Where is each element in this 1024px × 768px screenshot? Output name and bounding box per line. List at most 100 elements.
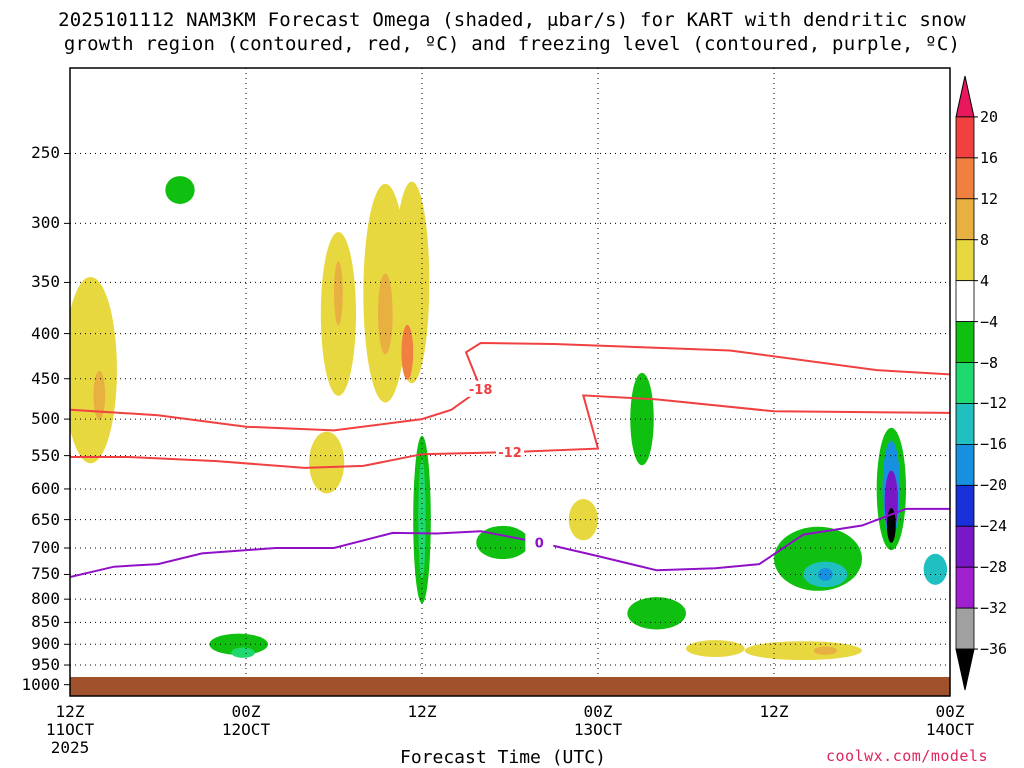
y-tick-label: 350 <box>31 272 60 292</box>
omega-area-27 <box>813 646 838 655</box>
temperature-contours: -18 -12 0 <box>70 341 950 578</box>
colorbar-segment-7 <box>955 362 975 404</box>
x-tick-label-line-1: 00Z <box>231 702 261 721</box>
x-tick-label-line-1: 12Z <box>407 702 437 721</box>
omega-area-15 <box>568 498 598 541</box>
colorbar-segment-11 <box>955 525 975 568</box>
colorbar-label: 20 <box>980 107 999 126</box>
grid-lines <box>64 68 951 696</box>
y-tick-label: 850 <box>31 612 60 632</box>
contour-line-0 <box>70 341 950 432</box>
omega-shading <box>70 176 948 661</box>
x-tick-label: 00Z 12OCT <box>206 703 286 739</box>
source-credit: coolwx.com/models <box>826 747 989 765</box>
x-tick-label-line-3: 2025 <box>50 738 90 757</box>
y-tick-label: 250 <box>31 143 60 163</box>
contour-line-1 <box>70 394 950 469</box>
colorbar-label: −32 <box>980 599 1008 618</box>
omega-area-11 <box>209 633 268 655</box>
contour-line-2 <box>70 507 950 578</box>
contour-label-bg-0 <box>466 380 495 397</box>
colorbar-segment-6 <box>955 321 975 363</box>
colorbar-segment-9 <box>955 443 975 486</box>
colorbar-label: −16 <box>980 435 1008 454</box>
x-tick-label-line-2: 14OCT <box>925 720 975 739</box>
omega-area-10 <box>418 460 426 580</box>
x-tick-label: 00Z 14OCT <box>910 703 990 739</box>
colorbar-label: −20 <box>980 476 1008 495</box>
x-tick-label: 12Z <box>734 703 814 721</box>
omega-area-0 <box>70 276 117 464</box>
colorbar-bottom-arrow <box>955 648 975 691</box>
y-tick-label: 600 <box>31 478 60 498</box>
omega-area-16 <box>630 372 654 466</box>
y-tick-label: 1000 <box>21 674 60 694</box>
x-tick-label-line-1: 12Z <box>55 702 85 721</box>
contour-label-bg-1 <box>496 444 524 461</box>
omega-colorbar <box>955 75 978 691</box>
colorbar-segment-12 <box>955 566 975 609</box>
x-axis-title: Forecast Time (UTC) <box>400 747 606 768</box>
colorbar-label: 12 <box>980 189 999 208</box>
y-tick-label: 500 <box>31 409 60 429</box>
y-tick-label: 550 <box>31 445 60 465</box>
colorbar-label: 8 <box>980 230 990 249</box>
omega-area-25 <box>886 508 896 543</box>
colorbar-label: −8 <box>980 353 999 372</box>
contour-label-0: -18 <box>469 383 493 398</box>
contour-label-1: -12 <box>498 446 522 461</box>
colorbar-label: −28 <box>980 558 1008 577</box>
x-tick-label-line-2: 13OCT <box>573 720 623 739</box>
x-tick-label-line-1: 12Z <box>759 702 789 721</box>
colorbar-segment-13 <box>955 607 975 650</box>
omega-area-8 <box>309 431 345 494</box>
omega-area-12 <box>231 647 255 658</box>
terrain-ground <box>70 677 950 696</box>
y-tick-label: 450 <box>31 368 60 388</box>
x-tick-label-line-1: 00Z <box>583 702 613 721</box>
colorbar-segment-10 <box>955 484 975 527</box>
omega-area-3 <box>334 261 343 326</box>
colorbar-label: 16 <box>980 148 999 167</box>
y-tick-label: 650 <box>31 509 60 529</box>
y-tick-label: 950 <box>31 655 60 675</box>
colorbar-top-arrow <box>955 75 975 118</box>
chart-title-line-1: 2025101112 NAM3KM Forecast Omega (shaded… <box>58 9 966 31</box>
contour-label-2: 0 <box>535 536 544 551</box>
x-tick-label: 12Z <box>382 703 462 721</box>
y-tick-label: 750 <box>31 564 60 584</box>
y-tick-label: 400 <box>31 323 60 343</box>
omega-area-14 <box>476 525 530 560</box>
colorbar-segment-1 <box>955 116 975 159</box>
y-tick-label: 700 <box>31 538 60 557</box>
omega-area-7 <box>401 324 414 380</box>
x-tick-label-line-1: 00Z <box>935 702 965 721</box>
colorbar-segment-8 <box>955 403 975 445</box>
colorbar-segment-3 <box>955 198 975 241</box>
chart-title-line-2: growth region (contoured, red, ºC) and f… <box>63 33 961 55</box>
plot-frame <box>69 67 951 697</box>
x-tick-label-line-2: 12OCT <box>221 720 271 739</box>
y-tick-label: 300 <box>31 213 60 233</box>
omega-area-13 <box>165 176 195 204</box>
colorbar-segment-4 <box>955 239 975 282</box>
omega-area-26 <box>744 641 862 661</box>
colorbar-label: −36 <box>980 640 1008 659</box>
colorbar-label: −4 <box>980 312 999 331</box>
y-tick-label: 900 <box>31 634 60 654</box>
y-tick-label: 800 <box>31 589 60 609</box>
x-tick-label: 12Z 11OCT 2025 <box>30 703 110 757</box>
colorbar-segment-5 <box>955 280 975 322</box>
omega-area-28 <box>923 553 948 585</box>
omega-area-17 <box>627 597 687 630</box>
omega-area-6 <box>394 181 430 384</box>
colorbar-label: 4 <box>980 271 990 290</box>
omega-area-5 <box>378 273 393 355</box>
colorbar-segment-2 <box>955 157 975 200</box>
omega-area-18 <box>686 640 745 657</box>
colorbar-label: −24 <box>980 517 1008 536</box>
x-tick-label-line-2: 11OCT <box>45 720 95 739</box>
contour-label-bg-2 <box>525 534 554 551</box>
omega-area-1 <box>93 370 106 420</box>
